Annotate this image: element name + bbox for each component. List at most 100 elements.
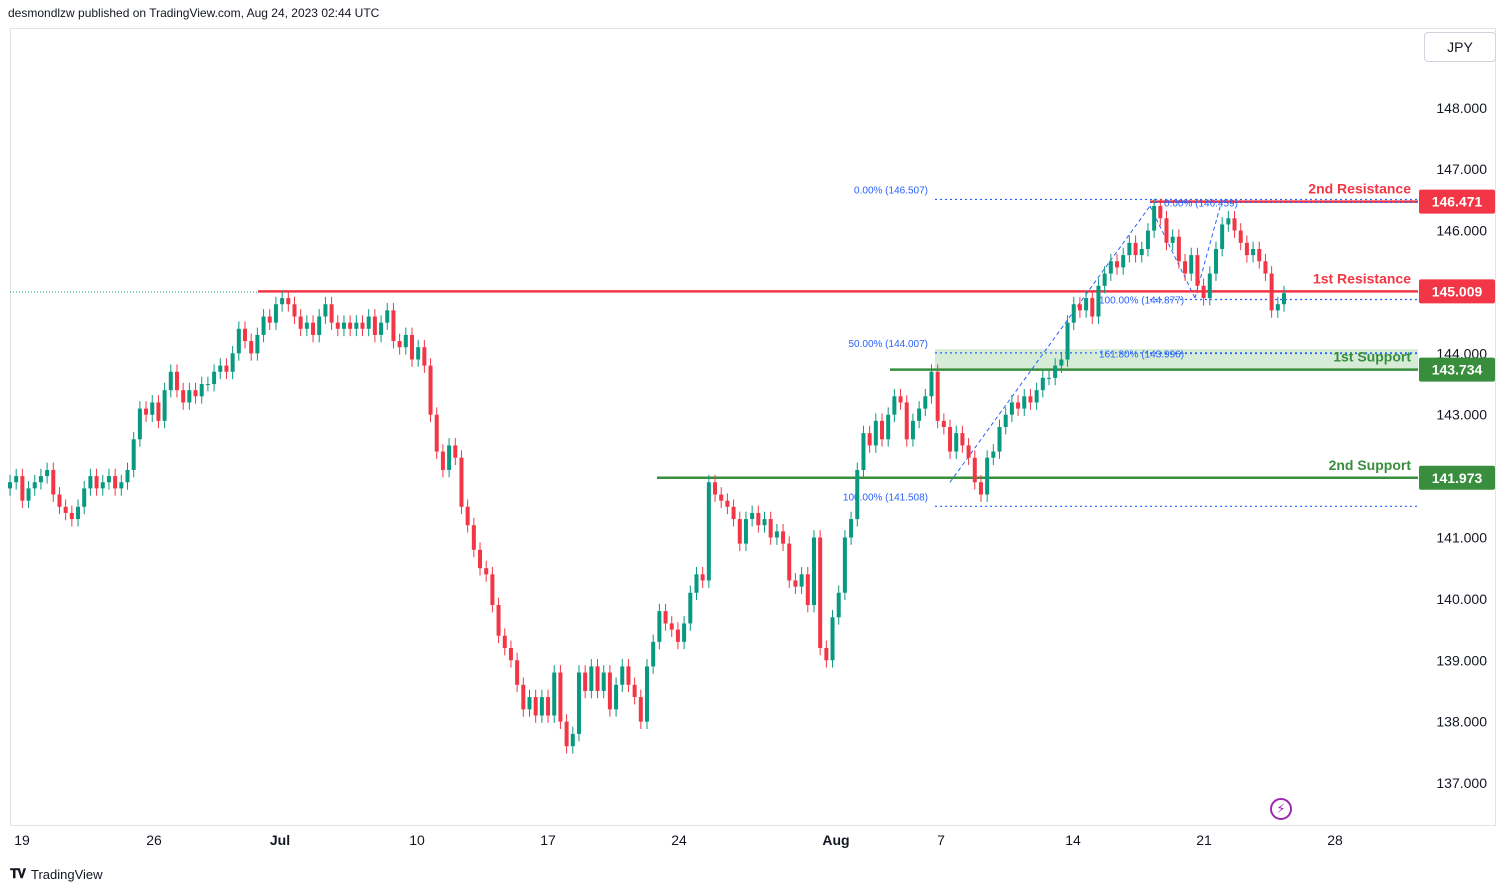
- fib-extension-label: 0.00% (146.459): [1164, 198, 1238, 209]
- candle-body: [1077, 304, 1082, 311]
- candle: [651, 634, 656, 674]
- 1st-support-price-tag: [1419, 357, 1495, 382]
- candle-body: [484, 568, 489, 575]
- candle-body: [781, 531, 786, 544]
- candle-body: [595, 666, 600, 691]
- candle: [558, 665, 563, 730]
- candle: [533, 689, 538, 723]
- level-lines: [10, 200, 1418, 480]
- candle-body: [379, 322, 384, 335]
- candle: [892, 388, 897, 423]
- 1st-support-price-label: 143.734: [1432, 362, 1483, 378]
- fib-retracement-label: 100.00% (141.508): [843, 492, 928, 503]
- candle-body: [1176, 236, 1181, 262]
- candle-body: [311, 322, 316, 335]
- candle-body: [385, 310, 390, 323]
- candle: [26, 481, 31, 509]
- candle-body: [1170, 236, 1175, 243]
- candle-body: [168, 371, 173, 391]
- candle-body: [267, 316, 272, 323]
- candle-body: [502, 635, 507, 648]
- candle-body: [1090, 298, 1095, 317]
- candle-body: [212, 371, 217, 385]
- candle-body: [372, 316, 377, 335]
- candle-body: [249, 341, 254, 354]
- candle-body: [1084, 298, 1089, 311]
- currency-selector[interactable]: JPY: [1424, 32, 1496, 62]
- candle: [1226, 210, 1231, 232]
- candle: [205, 376, 210, 392]
- candle: [960, 425, 965, 453]
- candle: [601, 665, 606, 699]
- candle-body: [1133, 242, 1138, 256]
- candle-body: [1053, 365, 1058, 378]
- fib-trend-line: [949, 205, 1151, 483]
- y-tick-label: 143.000: [1436, 407, 1487, 423]
- candle-body: [1275, 304, 1280, 311]
- candle: [830, 609, 835, 668]
- candle: [280, 290, 285, 312]
- footer: 𝐓𝐕 TradingView: [10, 866, 103, 882]
- candle: [1022, 388, 1027, 416]
- candle: [403, 327, 408, 355]
- candle: [1257, 241, 1262, 269]
- candle: [774, 523, 779, 545]
- candle: [230, 345, 235, 380]
- candle-body: [162, 390, 167, 421]
- candle-body: [842, 537, 847, 593]
- candle-body: [1152, 206, 1157, 231]
- candle: [298, 309, 303, 337]
- candle: [756, 505, 761, 533]
- candle: [459, 450, 464, 515]
- y-tick-label: 139.000: [1436, 652, 1487, 668]
- candle: [842, 530, 847, 601]
- level-labels: 2nd Resistance 146.471 1st Resistance 145.0…: [1308, 181, 1495, 490]
- candle-body: [459, 457, 464, 507]
- candle: [379, 315, 384, 343]
- candle: [898, 388, 903, 410]
- candle: [991, 444, 996, 466]
- candle-body: [1207, 273, 1212, 299]
- candle-body: [570, 733, 575, 747]
- candle-body: [366, 316, 371, 329]
- candle: [366, 309, 371, 337]
- candle: [1115, 253, 1120, 275]
- y-tick-label: 141.000: [1436, 529, 1487, 545]
- candle-body: [1102, 273, 1107, 286]
- candle-body: [26, 488, 31, 501]
- candle: [867, 425, 872, 453]
- candle-body: [8, 482, 12, 489]
- candle: [304, 315, 309, 337]
- candle-body: [818, 537, 823, 648]
- candle: [972, 450, 977, 490]
- candle-body: [1183, 261, 1188, 274]
- candle: [348, 315, 353, 337]
- x-tick-label: 19: [14, 832, 30, 848]
- candle-body: [304, 322, 309, 329]
- candle-body: [428, 365, 433, 415]
- candle: [1096, 278, 1101, 324]
- candle: [434, 407, 439, 459]
- lightning-icon[interactable]: ⚡: [1270, 798, 1292, 820]
- candle: [1077, 296, 1082, 318]
- candle-body: [533, 697, 538, 716]
- candle-body: [830, 617, 835, 661]
- candle-body: [82, 488, 87, 507]
- candle-body: [787, 543, 792, 581]
- candle-body: [298, 316, 303, 329]
- candle: [14, 468, 19, 490]
- candle-body: [1071, 304, 1076, 323]
- publisher-header: desmondlzw published on TradingView.com,…: [8, 6, 380, 20]
- candle-body: [1244, 242, 1249, 256]
- candle-body: [620, 666, 625, 685]
- candle: [199, 376, 204, 404]
- candle: [638, 689, 643, 730]
- candle-body: [490, 574, 495, 606]
- candle-body: [286, 298, 291, 305]
- candle-body: [645, 666, 649, 722]
- candle-body: [1059, 359, 1064, 366]
- candle: [539, 689, 544, 723]
- x-tick-label: 17: [540, 832, 556, 848]
- candle: [51, 462, 56, 502]
